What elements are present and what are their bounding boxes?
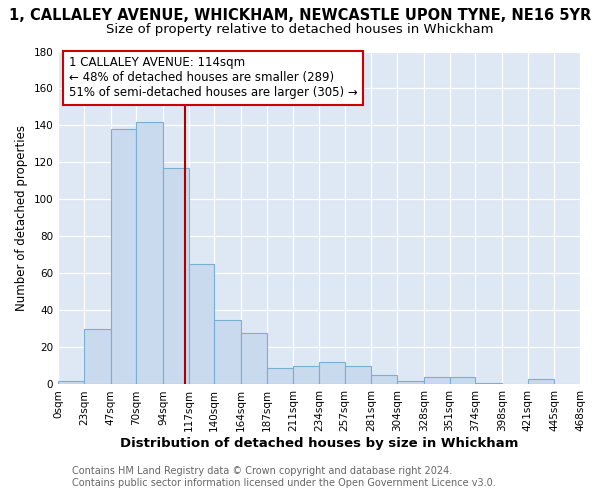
Text: Contains HM Land Registry data © Crown copyright and database right 2024.
Contai: Contains HM Land Registry data © Crown c… xyxy=(72,466,496,487)
Bar xyxy=(58,381,84,384)
Text: 1 CALLALEY AVENUE: 114sqm
← 48% of detached houses are smaller (289)
51% of semi: 1 CALLALEY AVENUE: 114sqm ← 48% of detac… xyxy=(68,56,358,100)
Bar xyxy=(84,329,110,384)
Text: Size of property relative to detached houses in Whickham: Size of property relative to detached ho… xyxy=(106,22,494,36)
Y-axis label: Number of detached properties: Number of detached properties xyxy=(15,125,28,311)
Text: 1, CALLALEY AVENUE, WHICKHAM, NEWCASTLE UPON TYNE, NE16 5YR: 1, CALLALEY AVENUE, WHICKHAM, NEWCASTLE … xyxy=(9,8,591,22)
Bar xyxy=(266,368,293,384)
Bar xyxy=(293,366,319,384)
X-axis label: Distribution of detached houses by size in Whickham: Distribution of detached houses by size … xyxy=(120,437,518,450)
Bar xyxy=(110,129,136,384)
Bar xyxy=(475,382,502,384)
Bar xyxy=(527,379,554,384)
Bar xyxy=(214,320,241,384)
Bar xyxy=(397,381,424,384)
Bar xyxy=(163,168,188,384)
Bar xyxy=(241,332,266,384)
Bar xyxy=(188,264,214,384)
Bar xyxy=(424,377,449,384)
Bar xyxy=(371,375,397,384)
Bar xyxy=(319,362,345,384)
Bar xyxy=(449,377,475,384)
Bar xyxy=(345,366,371,384)
Bar xyxy=(136,122,163,384)
